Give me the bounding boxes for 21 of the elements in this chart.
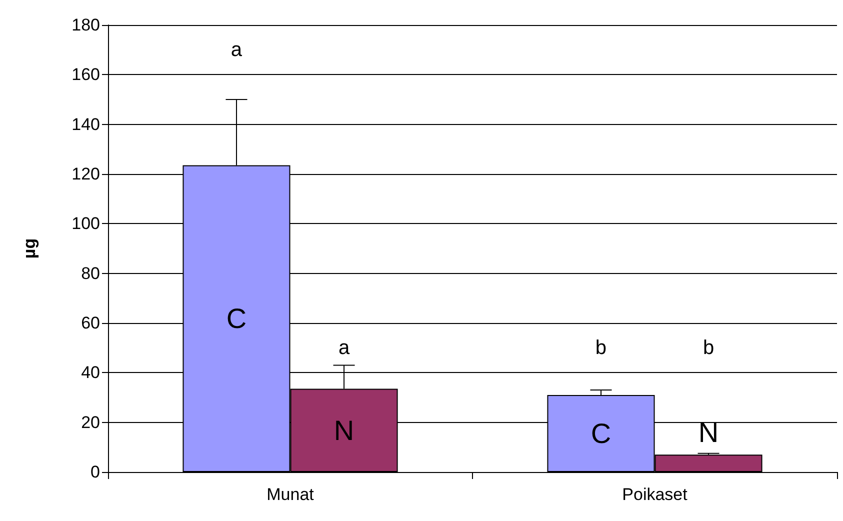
annotation: b: [595, 336, 607, 359]
y-tick-label: 180: [72, 16, 100, 34]
annotation: b: [702, 336, 714, 359]
x-tick-label: Munat: [266, 485, 314, 504]
annotation: a: [230, 38, 243, 61]
text: C: [226, 303, 247, 334]
text: N: [334, 414, 354, 446]
y-tick-label: 40: [81, 363, 100, 382]
series-label: C: [590, 418, 612, 450]
y-tick-label: 0: [90, 462, 100, 482]
y-axis-title: µg: [20, 238, 39, 259]
y-tick-label: 80: [81, 264, 100, 283]
y-tick-label: 140: [72, 114, 100, 134]
y-tick-label: 20: [81, 412, 100, 432]
x-tick-label: Poikaset: [622, 485, 688, 504]
y-tick-label: 100: [72, 214, 100, 234]
y-tick-label: 160: [72, 65, 100, 84]
y-tick-label: 60: [81, 314, 100, 332]
y-tick-label: 120: [72, 164, 100, 184]
annotation: a: [338, 336, 350, 359]
series-label: N: [698, 417, 719, 448]
